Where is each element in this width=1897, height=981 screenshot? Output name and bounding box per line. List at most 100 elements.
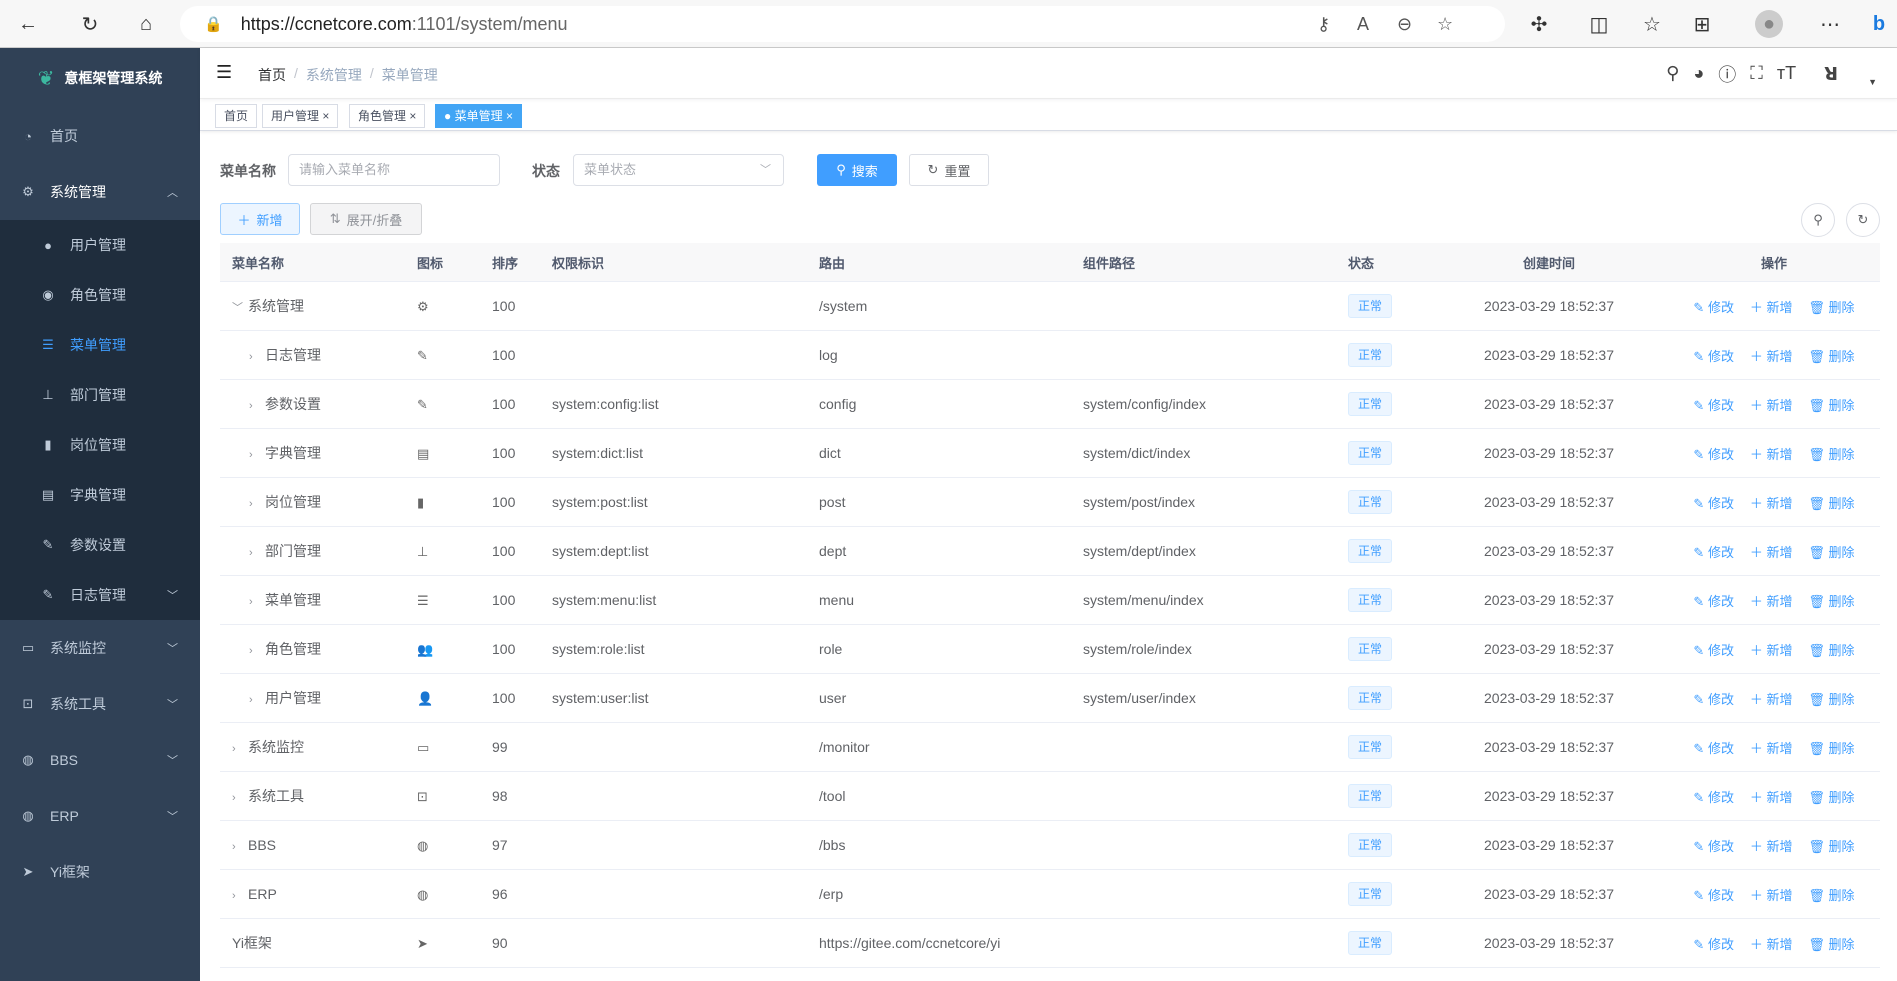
delete-button[interactable]: 🗑 删除 (1808, 496, 1854, 511)
edit-button[interactable]: ✎ 修改 (1693, 790, 1734, 805)
bing-icon[interactable]: b (1872, 12, 1886, 35)
reload-icon[interactable]: ↻ (81, 13, 99, 36)
more-icon[interactable]: ⋯ (1820, 13, 1840, 36)
font-size-icon[interactable]: ᴛT (1776, 63, 1797, 83)
search-button[interactable]: ⚲ 搜索 (817, 154, 897, 186)
sidebar-item-logs[interactable]: ✎ 日志管理 ﹀ (0, 570, 200, 620)
delete-button[interactable]: 🗑 删除 (1808, 349, 1854, 364)
breadcrumb-item[interactable]: 首页 (258, 67, 286, 83)
logo[interactable]: ❦ 意框架管理系统 (0, 48, 200, 108)
hamburger-icon[interactable]: ☰ (216, 62, 233, 82)
profile-icon[interactable]: ● (1755, 10, 1783, 38)
edit-button[interactable]: ✎ 修改 (1693, 692, 1734, 707)
search-icon[interactable]: ⚲ (1666, 63, 1680, 83)
edit-button[interactable]: ✎ 修改 (1693, 349, 1734, 364)
add-child-button[interactable]: ＋ 新增 (1750, 545, 1793, 560)
tag-users[interactable]: 用户管理 × (262, 104, 339, 128)
reset-button[interactable]: ↻ 重置 (909, 154, 989, 186)
edit-button[interactable]: ✎ 修改 (1693, 937, 1734, 952)
add-child-button[interactable]: ＋ 新增 (1750, 937, 1793, 952)
sidebar-item-system[interactable]: ⚙ 系统管理 ︿ (0, 164, 200, 220)
delete-button[interactable]: 🗑 删除 (1808, 888, 1854, 903)
sidebar-item-depts[interactable]: ⊥ 部门管理 (0, 370, 200, 420)
refresh-button[interactable]: ↻ (1846, 203, 1880, 237)
address-bar[interactable]: 🔒 https://ccnetcore.com:1101/system/menu… (180, 6, 1505, 42)
sidebar-item-bbs[interactable]: ◍ BBS ﹀ (0, 732, 200, 788)
sidebar-item-config[interactable]: ✎ 参数设置 (0, 520, 200, 570)
tag-home[interactable]: 首页 (215, 104, 258, 128)
edit-button[interactable]: ✎ 修改 (1693, 839, 1734, 854)
extensions-icon[interactable]: ✣ (1530, 13, 1548, 36)
add-favorite-icon[interactable]: ☆ (1437, 14, 1454, 34)
sidebar-item-yi[interactable]: ➤ Yi框架 (0, 844, 200, 900)
status-select[interactable]: 菜单状态 ﹀ (573, 154, 784, 186)
add-child-button[interactable]: ＋ 新增 (1750, 741, 1793, 756)
chevron-right-icon[interactable]: › (249, 694, 253, 706)
sidebar-item-tool[interactable]: ⊡ 系统工具 ﹀ (0, 676, 200, 732)
add-child-button[interactable]: ＋ 新增 (1750, 888, 1793, 903)
expand-collapse-button[interactable]: ⇅ 展开/折叠 (310, 203, 422, 235)
collections-icon[interactable]: ⊞ (1693, 13, 1711, 36)
delete-button[interactable]: 🗑 删除 (1808, 545, 1854, 560)
key-icon[interactable]: ⚷ (1317, 14, 1331, 34)
chevron-right-icon[interactable]: › (232, 890, 236, 902)
split-screen-icon[interactable]: ◫ (1589, 13, 1609, 36)
edit-button[interactable]: ✎ 修改 (1693, 447, 1734, 462)
sidebar-item-posts[interactable]: ▮ 岗位管理 (0, 420, 200, 470)
add-child-button[interactable]: ＋ 新增 (1750, 447, 1793, 462)
chevron-right-icon[interactable]: › (232, 841, 236, 853)
delete-button[interactable]: 🗑 删除 (1808, 643, 1854, 658)
chevron-right-icon[interactable]: › (249, 645, 253, 657)
favorites-icon[interactable]: ☆ (1643, 13, 1661, 36)
sidebar-item-users[interactable]: ● 用户管理 (0, 220, 200, 270)
delete-button[interactable]: 🗑 删除 (1808, 839, 1854, 854)
chevron-right-icon[interactable]: › (249, 498, 253, 510)
delete-button[interactable]: 🗑 删除 (1808, 447, 1854, 462)
add-child-button[interactable]: ＋ 新增 (1750, 692, 1793, 707)
github-icon[interactable]: ◕ (1693, 63, 1705, 83)
add-child-button[interactable]: ＋ 新增 (1750, 790, 1793, 805)
chevron-down-icon[interactable]: ﹀ (232, 302, 243, 314)
edit-button[interactable]: ✎ 修改 (1693, 888, 1734, 903)
sidebar-item-home[interactable]: ◔ 首页 (0, 108, 200, 164)
delete-button[interactable]: 🗑 删除 (1808, 594, 1854, 609)
back-icon[interactable]: ← (18, 12, 38, 35)
avatar[interactable]: ꓤ (1824, 63, 1838, 84)
chevron-right-icon[interactable]: › (249, 449, 253, 461)
add-child-button[interactable]: ＋ 新增 (1750, 643, 1793, 658)
caret-down-icon[interactable]: ▼ (1868, 76, 1877, 87)
read-aloud-icon[interactable]: A (1357, 14, 1370, 34)
add-button[interactable]: ＋ 新增 (220, 203, 300, 235)
delete-button[interactable]: 🗑 删除 (1808, 300, 1854, 315)
zoom-out-icon[interactable]: ⊖ (1397, 14, 1413, 34)
add-child-button[interactable]: ＋ 新增 (1750, 300, 1793, 315)
add-child-button[interactable]: ＋ 新增 (1750, 398, 1793, 413)
close-icon[interactable]: × (322, 109, 330, 123)
tag-menus[interactable]: ● 菜单管理 × (435, 104, 522, 128)
edit-button[interactable]: ✎ 修改 (1693, 496, 1734, 511)
chevron-right-icon[interactable]: › (232, 743, 236, 755)
delete-button[interactable]: 🗑 删除 (1808, 692, 1854, 707)
edit-button[interactable]: ✎ 修改 (1693, 594, 1734, 609)
chevron-right-icon[interactable]: › (249, 351, 253, 363)
edit-button[interactable]: ✎ 修改 (1693, 545, 1734, 560)
chevron-right-icon[interactable]: › (232, 792, 236, 804)
edit-button[interactable]: ✎ 修改 (1693, 300, 1734, 315)
sidebar-item-menus[interactable]: ☰ 菜单管理 (0, 320, 200, 370)
delete-button[interactable]: 🗑 删除 (1808, 398, 1854, 413)
toggle-search-button[interactable]: ⚲ (1801, 203, 1835, 237)
close-icon[interactable]: × (409, 109, 417, 123)
fullscreen-icon[interactable]: ⛶ (1750, 63, 1763, 83)
delete-button[interactable]: 🗑 删除 (1808, 741, 1854, 756)
add-child-button[interactable]: ＋ 新增 (1750, 349, 1793, 364)
add-child-button[interactable]: ＋ 新增 (1750, 594, 1793, 609)
tag-roles[interactable]: 角色管理 × (349, 104, 426, 128)
add-child-button[interactable]: ＋ 新增 (1750, 496, 1793, 511)
chevron-right-icon[interactable]: › (249, 596, 253, 608)
delete-button[interactable]: 🗑 删除 (1808, 790, 1854, 805)
delete-button[interactable]: 🗑 删除 (1808, 937, 1854, 952)
sidebar-item-erp[interactable]: ◍ ERP ﹀ (0, 788, 200, 844)
menu-name-input[interactable]: 请输入菜单名称 (288, 154, 500, 186)
help-icon[interactable]: ⓘ (1718, 64, 1737, 85)
sidebar-item-roles[interactable]: ◉ 角色管理 (0, 270, 200, 320)
